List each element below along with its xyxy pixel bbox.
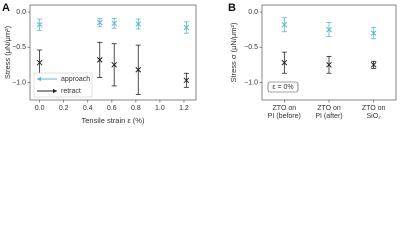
- point: [326, 61, 332, 68]
- y-tick-label: 0.0: [248, 9, 258, 16]
- point-stroke: [135, 21, 142, 27]
- point-stroke: [96, 19, 103, 26]
- y-tick-label: −0.5: [12, 44, 26, 51]
- point: [183, 24, 190, 31]
- x-tick-label: 0.2: [59, 105, 69, 112]
- point: [111, 61, 118, 68]
- legend-label: retract: [61, 88, 81, 95]
- y-tick-label: −0.5: [244, 44, 258, 51]
- y-axis-label: Stress σ (μN/μm²): [229, 22, 238, 82]
- point-stroke: [370, 61, 377, 68]
- point: [111, 20, 118, 27]
- point-stroke: [183, 24, 190, 31]
- point-stroke: [36, 59, 43, 66]
- point: [135, 66, 142, 73]
- y-tick-label: −1.0: [244, 79, 258, 86]
- legend-arrowhead: [53, 88, 57, 94]
- point-stroke: [96, 57, 103, 63]
- point: [36, 59, 43, 66]
- figure: A Stress (μN/μm²) 0.0 −0.5 −1.0 0.0 0.2 0.4 0.6 0…: [2, 2, 397, 125]
- annotation-box: [267, 81, 299, 93]
- x-tick-label: ZTO on PI (after): [315, 105, 342, 120]
- point: [96, 57, 103, 63]
- x-tick-label: 0.0: [35, 105, 45, 112]
- point: [135, 21, 142, 27]
- legend-arrowhead: [37, 76, 41, 82]
- x-tick-label: ZTO on PI (before): [268, 105, 301, 120]
- point: [281, 59, 288, 66]
- point-stroke: [281, 21, 288, 28]
- y-tick-label: 0.0: [16, 9, 26, 16]
- x-tick-label: 0.4: [83, 105, 93, 112]
- point-stroke: [111, 61, 118, 68]
- legend-box: [33, 72, 93, 98]
- point-stroke: [370, 30, 377, 37]
- point: [36, 21, 43, 28]
- annotation: ε = 0%: [272, 84, 293, 91]
- point: [370, 30, 377, 37]
- point: [326, 26, 332, 33]
- x-tick-label: 0.6: [107, 105, 117, 112]
- point: [96, 19, 103, 26]
- point-stroke: [135, 66, 142, 73]
- legend-label: approach: [61, 76, 90, 83]
- point-stroke: [326, 61, 332, 68]
- point: [281, 21, 288, 28]
- panel-label: A: [2, 2, 10, 14]
- plot-frame: [29, 4, 197, 101]
- x-tick-label: 1.0: [155, 105, 165, 112]
- point: [370, 61, 377, 68]
- point-stroke: [36, 21, 43, 28]
- y-axis-label: Stress (μN/μm²): [3, 25, 12, 79]
- y-tick-label: −1.0: [12, 79, 26, 86]
- x-tick-label: 1.2: [179, 105, 189, 112]
- point-stroke: [326, 26, 332, 33]
- point-stroke: [183, 77, 190, 84]
- point-stroke: [111, 20, 118, 27]
- x-tick-label: ZTO on SiO₂: [362, 105, 386, 120]
- point-stroke: [281, 59, 288, 66]
- point: [183, 77, 190, 84]
- x-tick-label: 0.8: [131, 105, 141, 112]
- x-axis-label: Tensile strain ε (%): [82, 116, 145, 125]
- panel-label: B: [228, 2, 236, 14]
